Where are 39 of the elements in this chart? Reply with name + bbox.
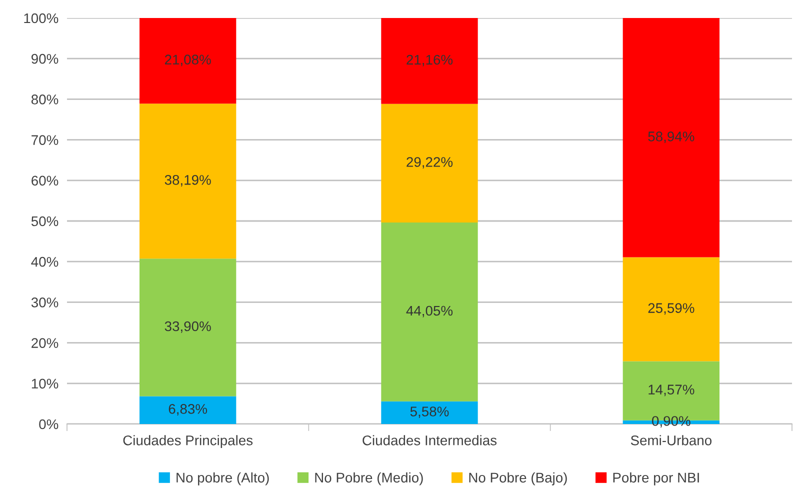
bar xyxy=(381,222,478,402)
data-label: 25,59% xyxy=(648,303,694,315)
y-tick-label: 0% xyxy=(39,419,58,430)
legend-label: No Pobre (Medio) xyxy=(315,472,423,486)
data-label: 29,22% xyxy=(406,157,453,169)
legend-label: Pobre por NBI xyxy=(613,472,699,486)
y-tick-label: 60% xyxy=(32,176,58,186)
y-tick-label: 30% xyxy=(31,298,58,308)
x-tick-label: Ciudades Principales xyxy=(123,435,253,448)
bar xyxy=(622,257,720,362)
y-tick-label: 40% xyxy=(31,256,58,267)
y-tick-label: 10% xyxy=(32,378,58,389)
y-tick-label: 90% xyxy=(32,54,58,64)
bar xyxy=(381,18,478,104)
legend-label: No Pobre (Bajo) xyxy=(469,472,567,486)
bar xyxy=(622,18,720,258)
y-tick-label: 50% xyxy=(31,216,58,226)
bar xyxy=(140,258,236,396)
bar xyxy=(140,18,236,104)
bar xyxy=(140,396,236,424)
y-tick-label: 100% xyxy=(24,13,58,24)
data-label: 33,90% xyxy=(164,321,211,333)
bar xyxy=(381,104,478,222)
data-label: 14,57% xyxy=(648,384,694,396)
x-tick-label: Semi-Urbano xyxy=(630,435,712,446)
legend-label: No pobre (Alto) xyxy=(176,472,269,486)
data-label: 21,16% xyxy=(406,54,453,66)
data-label: 21,08% xyxy=(164,54,211,66)
y-tick-label: 70% xyxy=(32,135,58,145)
data-label: 5,58% xyxy=(410,406,449,418)
data-label: 38,19% xyxy=(164,175,211,186)
data-label: 44,05% xyxy=(406,306,453,318)
data-label: 58,94% xyxy=(648,132,694,144)
data-label: 6,83% xyxy=(168,404,208,416)
y-tick-label: 20% xyxy=(32,338,58,348)
y-tick-label: 80% xyxy=(31,94,58,104)
bar xyxy=(381,401,478,424)
bar xyxy=(140,104,236,259)
x-tick-label: Ciudades Intermedias xyxy=(362,435,497,446)
